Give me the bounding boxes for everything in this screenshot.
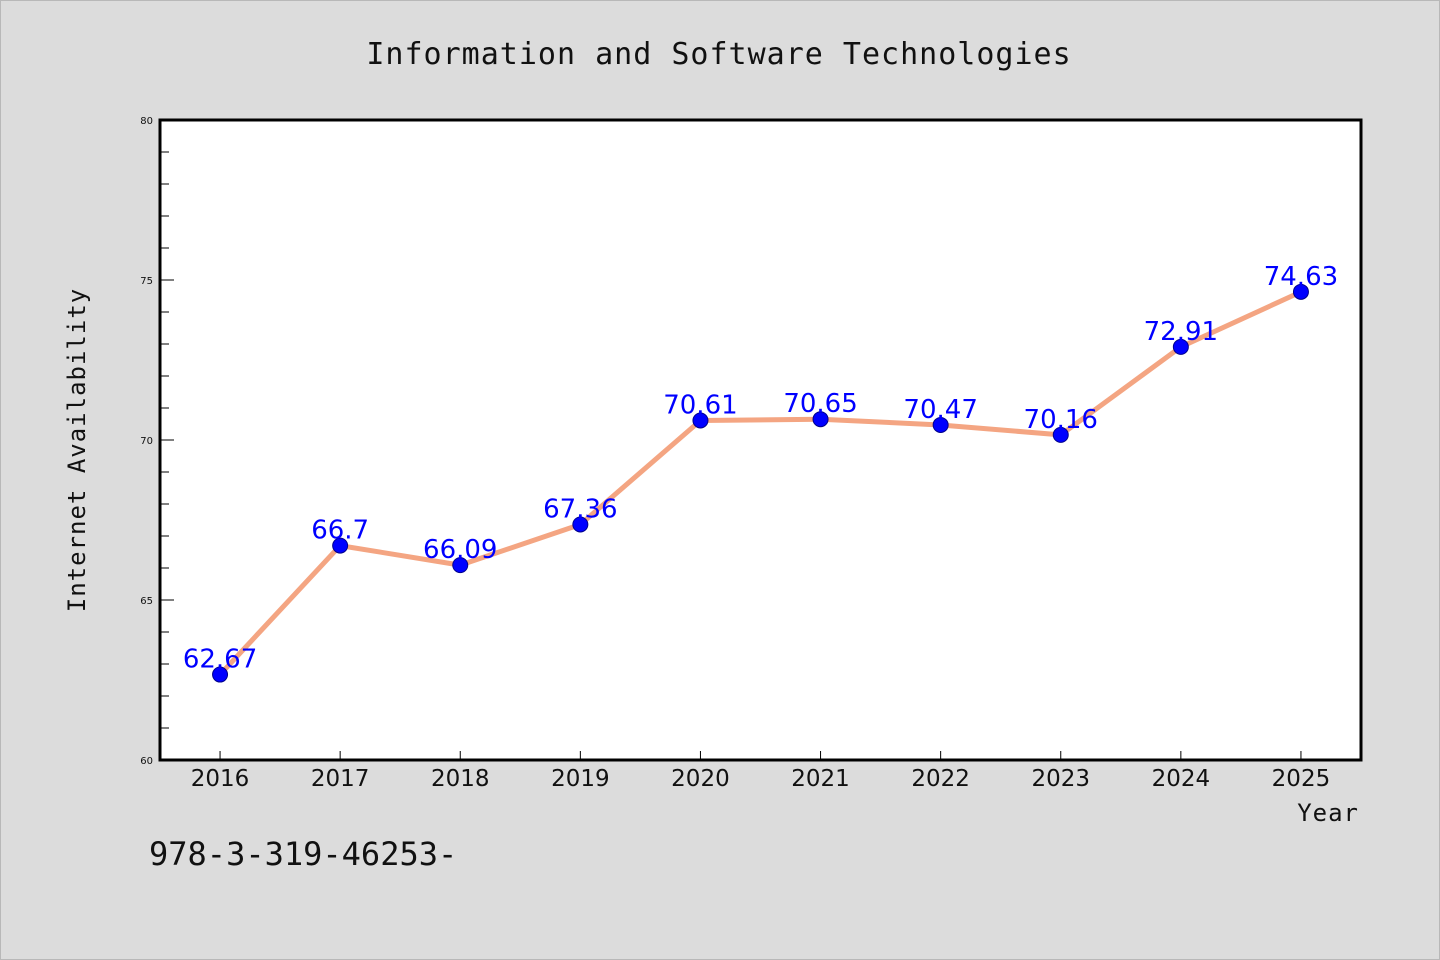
x-tick-label: 2016	[191, 766, 250, 792]
x-tick-label: 2024	[1152, 766, 1211, 792]
y-tick-label: 60	[140, 756, 153, 767]
y-tick-label: 80	[140, 116, 153, 127]
x-tick-label: 2018	[431, 766, 490, 792]
y-tick-label: 70	[140, 436, 153, 447]
y-tick-label: 65	[140, 596, 153, 607]
plot-area	[158, 118, 1363, 762]
data-markers	[212, 283, 1309, 683]
footnote-isbn: 978-3-319-46253-	[149, 835, 457, 873]
data-point-label: 66.7	[311, 516, 369, 546]
data-point-label: 67.36	[543, 494, 617, 524]
data-point-marker	[572, 516, 589, 533]
chart-title: Information and Software Technologies	[366, 37, 1071, 72]
data-point-marker	[1292, 283, 1309, 300]
x-tick-label: 2017	[311, 766, 370, 792]
data-point-label: 70.65	[783, 389, 857, 419]
series-line	[217, 289, 1304, 678]
data-point-marker	[692, 412, 709, 429]
y-axis-label: Internet Availability	[63, 288, 91, 612]
series-line-group	[217, 289, 1304, 678]
data-point-marker	[212, 666, 229, 683]
x-axis-label: Year	[1297, 799, 1359, 827]
x-tick-label: 2020	[671, 766, 730, 792]
y-axis-ticks: 60 65 70 75 80	[140, 116, 174, 767]
x-tick-label: 2022	[911, 766, 970, 792]
y-minor-ticks	[160, 151, 169, 729]
y-tick-label: 75	[140, 276, 153, 287]
data-point-label: 66.09	[423, 535, 497, 565]
data-point-marker	[1052, 426, 1069, 443]
data-point-marker	[932, 416, 949, 433]
data-point-label: 70.47	[903, 395, 977, 425]
x-axis-ticks: 2016 2017 2018 2019 2020 2021 2022 2023 2024 2025	[191, 751, 1330, 792]
data-point-label: 72.91	[1144, 317, 1218, 347]
data-point-marker	[812, 411, 829, 428]
data-point-label: 62.67	[183, 645, 257, 675]
x-tick-label: 2019	[551, 766, 610, 792]
data-point-label: 70.16	[1024, 405, 1098, 435]
data-point-label: 74.63	[1264, 262, 1338, 292]
data-point-label: 70.61	[663, 390, 737, 420]
data-point-marker	[1172, 338, 1189, 355]
x-tick-label: 2025	[1272, 766, 1331, 792]
x-tick-label: 2023	[1031, 766, 1090, 792]
x-tick-label: 2021	[791, 766, 850, 792]
data-labels: 62.67 66.7 66.09 67.36 70.61 70.65 70.47 70.16 7…	[183, 262, 1338, 675]
data-point-marker	[452, 557, 469, 574]
data-point-marker	[332, 537, 349, 554]
